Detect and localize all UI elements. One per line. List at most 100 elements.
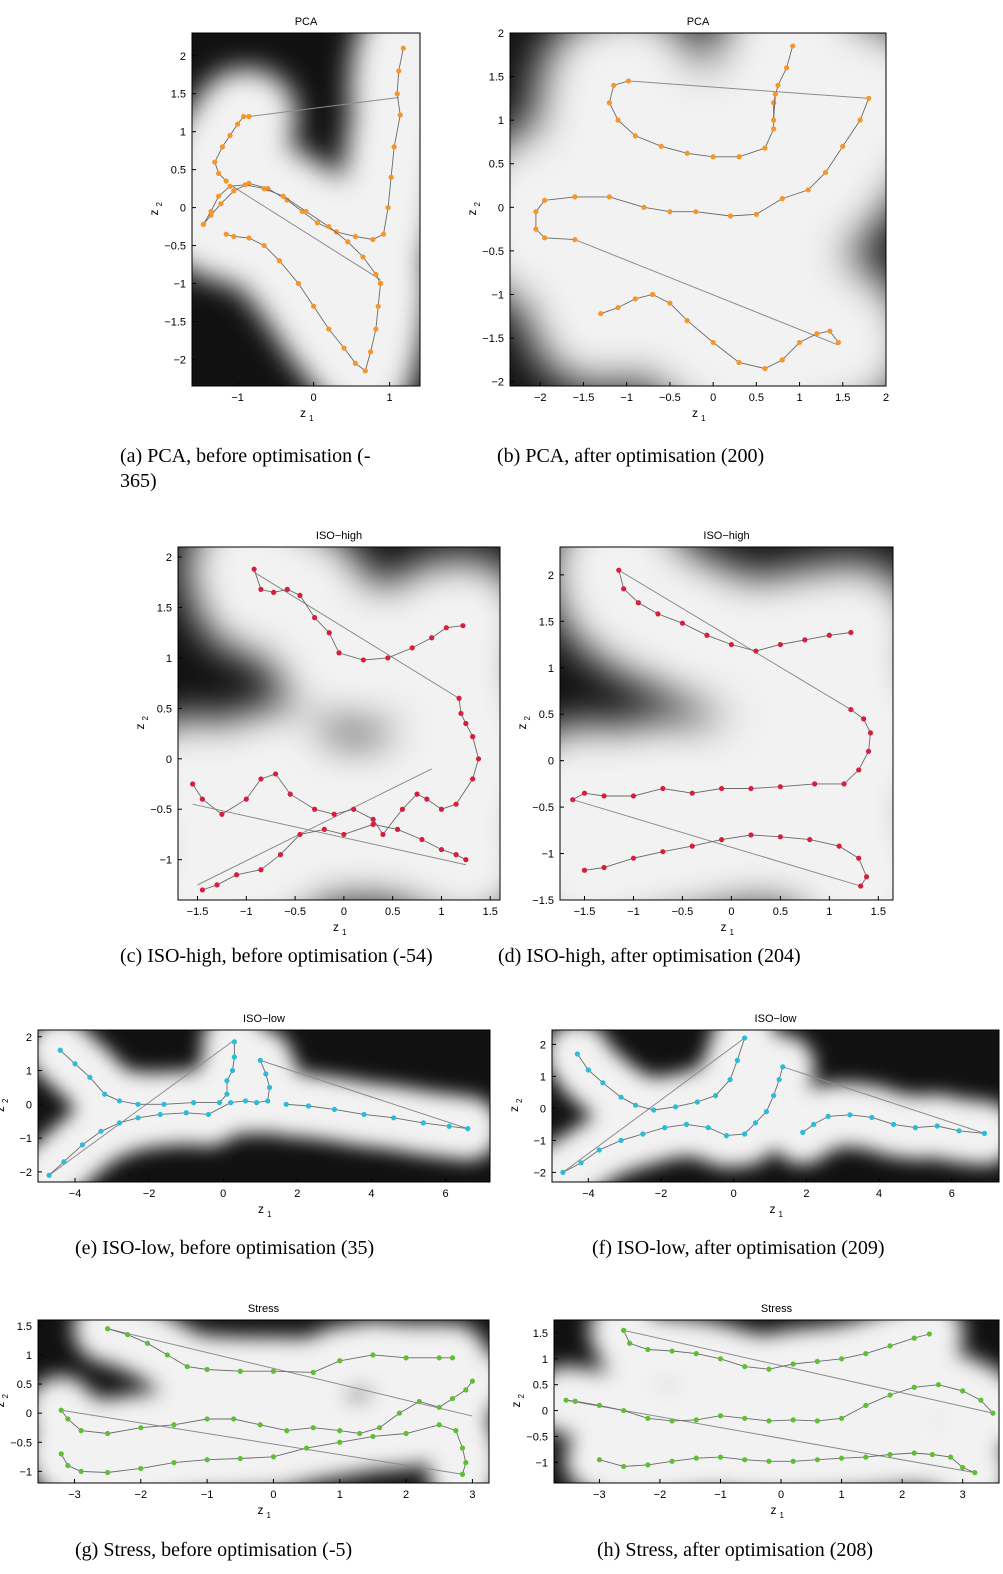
- data-point: [777, 641, 783, 648]
- y-axis-label-group: z2: [0, 1394, 10, 1408]
- x-tick-label: 0: [270, 1489, 276, 1501]
- y-axis-label: z: [507, 1106, 521, 1112]
- density-background: [560, 547, 893, 900]
- data-point: [304, 1445, 310, 1451]
- y-tick-label: 2: [498, 28, 504, 40]
- data-point: [771, 126, 777, 132]
- x-axis-label: z: [721, 920, 727, 934]
- data-point: [728, 641, 734, 648]
- data-point: [981, 1130, 988, 1136]
- data-point: [772, 91, 778, 97]
- data-point: [223, 231, 229, 237]
- x-tick-label: 0: [311, 392, 317, 404]
- data-point: [960, 1388, 966, 1394]
- x-tick-label: −1: [201, 1489, 214, 1501]
- y-axis-label: z: [147, 210, 161, 216]
- x-tick-label: −1.5: [573, 392, 595, 404]
- data-point: [742, 1457, 748, 1463]
- series-line: [618, 570, 851, 652]
- data-point: [723, 1133, 730, 1139]
- data-point: [848, 629, 854, 636]
- data-point: [710, 154, 716, 160]
- data-point: [436, 1422, 442, 1428]
- series-line: [566, 1384, 994, 1422]
- data-point: [717, 1454, 724, 1460]
- series-line: [599, 1452, 975, 1474]
- series-line: [600, 294, 839, 370]
- y-axis-label: z: [465, 210, 479, 216]
- data-point: [362, 368, 368, 374]
- x-tick-label: −1: [714, 1489, 727, 1501]
- x-axis-label: z: [258, 1503, 264, 1517]
- data-point: [802, 637, 808, 643]
- data-point: [370, 1352, 376, 1358]
- data-point: [370, 236, 376, 243]
- data-point: [270, 1454, 277, 1460]
- axes-frame: [177, 546, 501, 901]
- x-tick-label: −1: [240, 906, 253, 918]
- x-tick-label: 2: [403, 1489, 409, 1501]
- link-line: [628, 80, 869, 99]
- series-line: [48, 1060, 271, 1176]
- data-point: [331, 1106, 337, 1112]
- data-point: [719, 837, 725, 843]
- x-tick-label: 6: [442, 1188, 448, 1200]
- series-line: [203, 48, 404, 240]
- x-axis-label-subscript: 1: [779, 1210, 784, 1219]
- y-tick-label: 2: [548, 570, 554, 582]
- axes-frame: [559, 546, 894, 901]
- series-line: [577, 1037, 746, 1111]
- data-point: [563, 1397, 569, 1403]
- x-tick-label: −1.5: [574, 906, 596, 918]
- data-point: [463, 720, 469, 727]
- data-point: [312, 806, 318, 812]
- data-point: [326, 326, 332, 332]
- data-point: [157, 1111, 163, 1118]
- data-point: [164, 1352, 170, 1358]
- data-point: [572, 1398, 578, 1404]
- link-line: [572, 799, 861, 887]
- data-point: [616, 567, 622, 573]
- data-point: [138, 1425, 144, 1431]
- data-point: [265, 1098, 271, 1104]
- panel-c: −1.5 −1 −0.5 0 0.5 1 1.5 −1 −0.5 0 0.5 1 1.5 2 ISO−hig…: [120, 530, 501, 967]
- y-tick-label: 1: [26, 1350, 32, 1362]
- data-point: [581, 867, 588, 873]
- x-tick-label: 0: [710, 392, 716, 404]
- data-point: [601, 793, 607, 799]
- data-point: [380, 831, 386, 838]
- y-tick-label: 0: [166, 754, 172, 766]
- y-tick-label: −2: [173, 354, 186, 366]
- data-point: [867, 730, 874, 736]
- data-point: [658, 143, 664, 149]
- y-tick-label: −0.5: [150, 804, 172, 816]
- y-tick-label: 0.5: [533, 1380, 548, 1392]
- data-point: [224, 1091, 230, 1097]
- data-point: [65, 1462, 71, 1469]
- data-point: [205, 1111, 212, 1118]
- y-tick-label: −2: [533, 1167, 546, 1179]
- data-point: [261, 242, 267, 249]
- data-point: [231, 233, 237, 240]
- y-tick-label: 1: [548, 663, 554, 675]
- data-point: [345, 239, 351, 245]
- data-point: [459, 1471, 466, 1477]
- data-point: [572, 194, 578, 200]
- data-point: [972, 1470, 978, 1476]
- y-tick-label: 1.5: [17, 1321, 32, 1333]
- data-point: [736, 154, 742, 160]
- data-point: [326, 630, 332, 636]
- link-line: [253, 571, 460, 699]
- panel-d: −1.5 −1 −0.5 0 0.5 1 1.5 −1.5 −1 −0.5 0 0.5 1 1.5 2 ISO…: [498, 530, 894, 967]
- data-point: [391, 1115, 397, 1121]
- x-tick-label: −0.5: [284, 906, 306, 918]
- data-point: [911, 1384, 917, 1390]
- data-point: [396, 1410, 403, 1416]
- data-point: [297, 592, 303, 599]
- data-point: [144, 1340, 151, 1346]
- data-point: [263, 1071, 269, 1077]
- data-point: [779, 196, 785, 202]
- data-point: [284, 1428, 290, 1434]
- x-tick-label: 1.5: [483, 906, 498, 918]
- data-point: [600, 1080, 606, 1086]
